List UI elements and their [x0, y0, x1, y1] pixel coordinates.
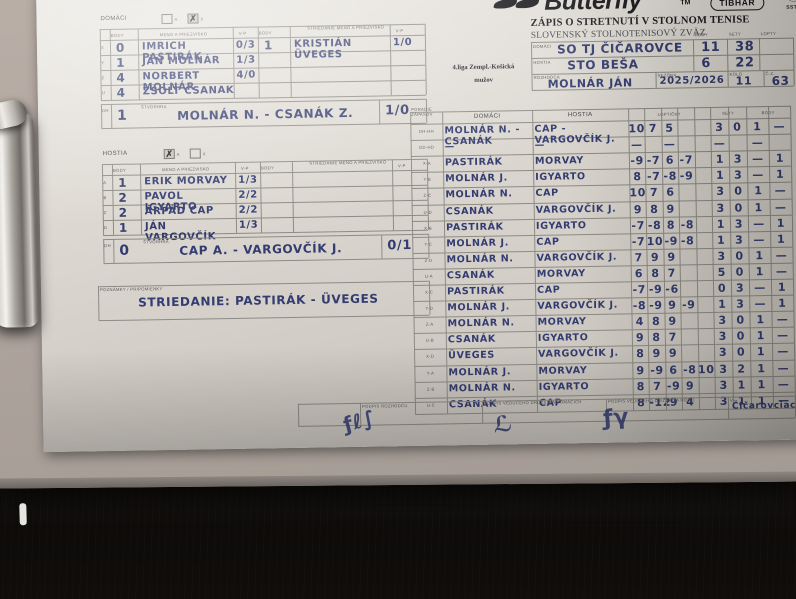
referee-signature: ƒℓ∫: [340, 405, 378, 437]
match-record-sheet: Butterfly TM TIBHAR ♾ SSTZ ZÁPIS O STRET…: [36, 0, 796, 453]
home-leader-signature: ℒ: [491, 411, 515, 439]
form-body: Butterfly TM TIBHAR ♾ SSTZ ZÁPIS O STRET…: [36, 0, 796, 452]
footer-vrule: [297, 403, 300, 426]
footer-referee-sig-label: PODPIS ROZHODCU: [361, 403, 408, 409]
footer-place: Čičarovciach: [731, 400, 796, 412]
away-leader-signature: ƒγ: [602, 404, 630, 432]
clipboard: Butterfly TM TIBHAR ♾ SSTZ ZÁPIS O STRET…: [0, 0, 796, 526]
footer-home-sig-label: PODPIS VEDÚCEHO DRUŽSTVA DOMÁCICH: [483, 399, 582, 406]
signature-footer: PODPIS ROZHODCU PODPIS VEDÚCEHO DRUŽSTVA …: [36, 0, 796, 452]
desk-sheen: [0, 470, 796, 599]
clip-highlight: [19, 503, 27, 526]
footer-away-sig-label: PODPIS VEDÚCEHO DRUŽSTVA HOSTÍ: [607, 397, 695, 404]
clipboard-clip[interactable]: [0, 112, 39, 526]
